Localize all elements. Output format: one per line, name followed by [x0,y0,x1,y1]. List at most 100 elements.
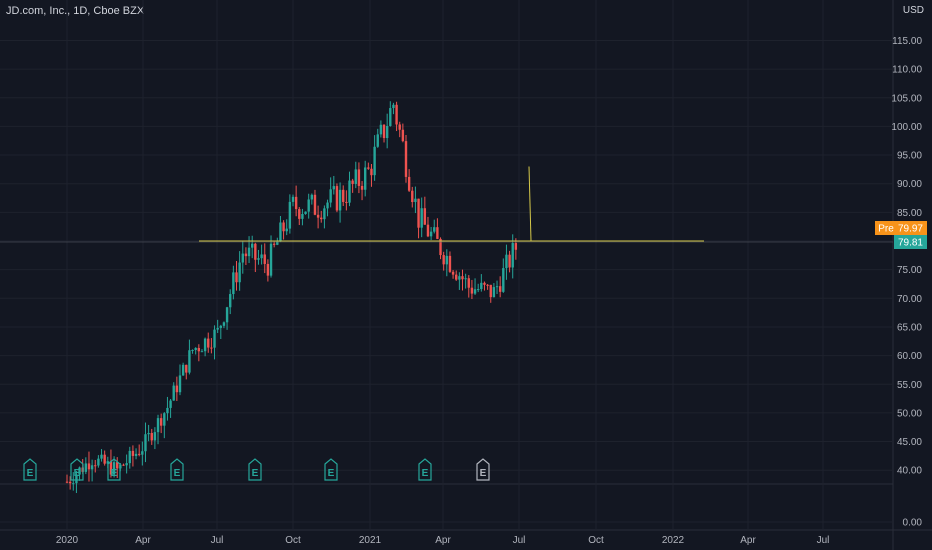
candle-body [269,243,273,276]
candle-body [213,329,216,348]
candle-body [442,255,445,265]
candle-body [329,189,332,203]
candle-body [511,243,514,268]
candle-body [276,241,279,245]
earnings-badge-label: E [480,468,487,479]
candle-body [426,224,430,237]
candle-body [310,194,314,200]
candle-body [502,268,505,292]
price-tick-label: 115.00 [892,36,922,47]
earnings-marker[interactable]: E [107,458,121,481]
earnings-badge-label: E [74,468,81,479]
earnings-badge-label: E [27,468,34,479]
candle-body [65,481,69,483]
candle-body [166,407,169,414]
candle-body [495,286,499,288]
candle-body [163,413,166,426]
candle-body [210,347,213,349]
candle-body [279,222,282,242]
candle-body [291,196,295,202]
candle-body [128,450,131,464]
price-tick-label: 65.00 [897,322,922,333]
candle-body [203,338,207,352]
candle-body [455,274,458,280]
candle-body [244,253,248,257]
candle-body [451,271,455,275]
candle-body [188,350,191,373]
candle-body [200,351,204,353]
pre-price-value: 79.97 [898,224,923,235]
earnings-badge-shape [23,458,37,481]
candle-body [423,208,427,225]
candle-body [125,463,128,466]
candle-body [172,385,175,401]
candle-body [395,104,398,125]
candle-body [348,180,351,203]
earnings-marker[interactable]: E [23,458,37,481]
candle-body [480,282,483,290]
price-tick-label: 45.00 [897,437,922,448]
candle-body [87,463,91,470]
candle-body [439,238,442,256]
candle-body [389,108,392,126]
candle-body [235,272,238,283]
candle-body [229,294,232,308]
candle-body [461,276,464,280]
candle-body [458,276,461,280]
candle-body [238,262,241,283]
pre-tag-label: Pre [878,224,894,235]
candle-body [137,453,141,455]
candle-body [254,243,257,260]
candle-body [332,186,336,190]
candle-body [285,228,288,232]
earnings-badge-label: E [252,468,259,479]
candle-body [97,458,100,466]
price-tick-label: 100.00 [891,122,922,133]
candle-body [272,243,276,245]
candle-body [398,124,401,130]
candle-body [486,284,489,286]
candle-body [342,189,345,202]
earnings-marker[interactable]: E [418,458,432,481]
candle-body [420,208,423,228]
candle-body [222,322,226,326]
candle-body [338,189,342,211]
candle-body [175,385,179,393]
price-labels: Pre 79.97 79.81 [875,221,927,249]
price-tick-label: 85.00 [897,208,922,219]
candle-body [436,227,439,239]
candle-body [351,180,354,184]
candle-body [370,168,373,176]
candle-body [411,190,414,203]
earnings-marker[interactable]: E [70,458,84,481]
currency-label[interactable]: USD [902,5,924,16]
earnings-marker[interactable]: E [170,458,184,481]
candle-body [103,454,106,464]
candle-body [178,375,182,393]
candle-body [150,432,153,441]
earnings-marker[interactable]: E [248,458,262,481]
earnings-badge-shape [418,458,432,481]
candle-body [313,194,317,215]
time-axis[interactable]: 2020 Apr Jul Oct 2021 Apr Jul Oct 2022 Apr Jul [56,535,830,546]
earnings-marker[interactable]: E [324,458,338,481]
time-tick-label: Apr [740,535,756,546]
candle-body [181,364,185,376]
time-tick-label: 2022 [662,535,685,546]
candle-body [417,198,420,228]
earnings-marker[interactable]: E [476,458,490,481]
candle-body [320,217,323,220]
candle-body [476,289,480,291]
candle-body [404,141,408,177]
candle-body [185,364,188,373]
candle-body [106,461,110,464]
candle-body [345,201,348,203]
candle-body [219,325,223,328]
candle-body [134,453,138,456]
earnings-badge-shape [170,458,184,481]
price-axis[interactable]: 115.00110.00105.00100.0095.0090.0085.008… [891,36,922,529]
candle-body [78,467,81,475]
candle-body [194,347,197,350]
